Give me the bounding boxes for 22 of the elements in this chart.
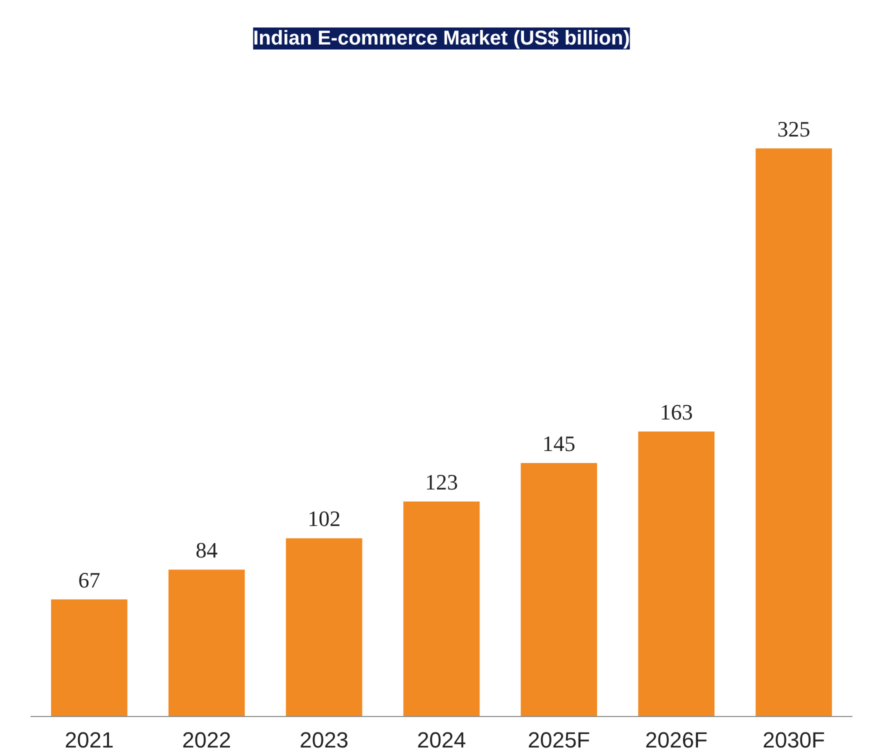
x-tick-label: 2022 [182,728,232,752]
data-label: 145 [542,431,576,456]
data-label: 123 [425,469,458,494]
bar [51,599,128,716]
bar [286,538,362,716]
bar [168,570,245,716]
x-tick-label: 2025F [528,728,590,752]
x-tick-label: 2024 [417,728,466,752]
x-tick-label: 2021 [64,728,114,752]
bar [520,463,598,716]
x-tick-label: 2023 [300,728,349,752]
data-label: 325 [777,116,810,142]
data-label: 163 [660,400,693,425]
data-label: 102 [308,506,341,532]
x-tick-label: 2026F [645,728,708,752]
bar [756,148,832,716]
data-label: 67 [78,567,100,592]
bar [403,501,480,716]
bar [638,432,715,716]
data-label: 84 [196,538,218,563]
x-tick-label: 2030F [762,728,825,752]
chart-title: Indian E-commerce Market (US$ billion) [253,28,630,50]
